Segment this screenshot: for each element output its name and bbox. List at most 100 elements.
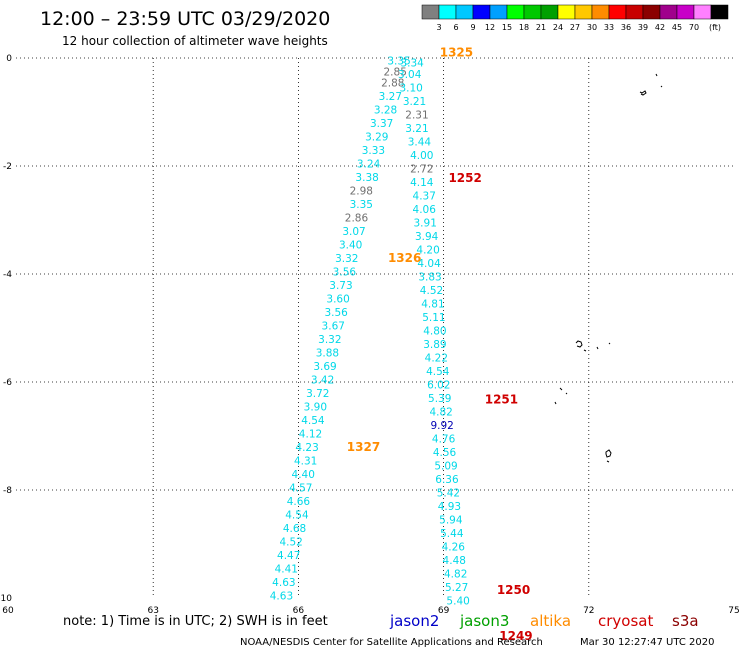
legend-label: 33 xyxy=(604,23,614,32)
legend-label: 15 xyxy=(502,23,512,32)
x-tick-label: 66 xyxy=(293,606,305,616)
swh-value-label: 4.81 xyxy=(421,299,444,311)
pass-time-label: 1249 xyxy=(499,629,532,643)
legend-label: 27 xyxy=(570,23,580,32)
satellite-legend-item: jason3 xyxy=(459,612,509,630)
legend-label: 45 xyxy=(672,23,682,32)
x-tick-label: 63 xyxy=(147,606,158,616)
legend-label: 36 xyxy=(621,23,631,32)
legend-label: 70 xyxy=(689,23,699,32)
swh-value-label: 3.56 xyxy=(324,307,348,319)
legend-swatch xyxy=(574,4,593,20)
swh-value-label: 2.86 xyxy=(345,212,369,224)
x-tick-label: 69 xyxy=(438,606,450,616)
swh-value-label: 4.54 xyxy=(285,509,309,521)
swh-value-label: 6.02 xyxy=(427,380,450,392)
swh-value-label: 5.42 xyxy=(437,488,460,500)
swh-value-label: 4.00 xyxy=(410,150,433,162)
legend-label: 39 xyxy=(638,23,648,32)
swh-value-label: 4.06 xyxy=(413,204,437,216)
coastline-features xyxy=(554,73,663,463)
swh-value-label: 2.31 xyxy=(405,110,428,122)
swh-value-label: 4.54 xyxy=(426,366,450,378)
satellite-legend: jason2 jason3 altika cryosat s3a xyxy=(389,612,699,630)
swh-value-label: 3.88 xyxy=(316,347,339,359)
swh-value-label: 9.92 xyxy=(430,420,453,432)
footer-timestamp: Mar 30 12:27:47 UTC 2020 xyxy=(580,637,715,648)
swh-value-label: 3.67 xyxy=(322,320,345,332)
pass-time-label: 1251 xyxy=(485,392,518,406)
legend-swatch xyxy=(557,4,576,20)
swh-value-label: 3.04 xyxy=(398,69,422,81)
satellite-legend-item: altika xyxy=(530,612,571,630)
swh-value-label: 4.14 xyxy=(410,177,434,189)
legend-swatch xyxy=(693,4,712,20)
swh-value-label: 4.82 xyxy=(429,407,452,419)
swh-value-label: 3.37 xyxy=(370,118,393,130)
swh-value-label: 3.35 xyxy=(350,199,373,211)
legend-swatch xyxy=(472,4,491,20)
swh-value-label: 3.34 xyxy=(400,57,424,69)
swh-value-label: 2.85 xyxy=(384,67,407,79)
y-tick-label: -8 xyxy=(3,486,12,496)
legend-label: 21 xyxy=(536,23,546,32)
swh-value-label: 3.60 xyxy=(326,293,349,305)
pass-time-labels: 1325 1252 1326 1251 1327 1250 1249 xyxy=(347,46,533,643)
swh-value-label: 3.33 xyxy=(362,145,385,157)
swh-value-label: 4.23 xyxy=(295,442,318,454)
swh-value-label: 3.38 xyxy=(355,172,378,184)
swh-value-label: 4.47 xyxy=(277,550,300,562)
legend-label: 9 xyxy=(470,23,475,32)
swh-value-label: 3.56 xyxy=(333,266,357,278)
legend-swatch xyxy=(608,4,627,20)
legend-label: 18 xyxy=(519,23,529,32)
legend-label: 12 xyxy=(485,23,495,32)
pass-time-label: 1326 xyxy=(388,251,421,265)
swh-value-label: 4.76 xyxy=(432,434,456,446)
swh-value-label: 3.28 xyxy=(374,104,397,116)
swh-value-label: 3.29 xyxy=(365,131,388,143)
swh-value-label: 4.56 xyxy=(433,447,457,459)
swh-value-label: 4.80 xyxy=(423,326,446,338)
swh-value-label: 4.52 xyxy=(279,536,302,548)
satellite-legend-item: s3a xyxy=(672,612,699,630)
swh-value-label: 3.40 xyxy=(339,239,362,251)
swh-value-label: 4.63 xyxy=(272,577,295,589)
legend-label: 3 xyxy=(436,23,441,32)
x-tick-label: 72 xyxy=(583,606,594,616)
swh-value-label: 4.63 xyxy=(270,590,293,602)
swh-value-label: 3.42 xyxy=(311,374,334,386)
swh-value-label: 4.68 xyxy=(283,523,306,535)
swh-value-label: 4.26 xyxy=(442,542,466,554)
wave-height-tracks: 3.352.852.883.273.283.373.293.333.243.38… xyxy=(270,56,470,608)
satellite-legend-item: jason2 xyxy=(389,612,439,630)
legend-label: 24 xyxy=(553,23,563,32)
swh-value-label: 3.21 xyxy=(405,123,428,135)
pass-time-label: 1325 xyxy=(440,46,473,60)
swh-value-label: 2.88 xyxy=(381,77,404,89)
swh-value-label: 5.11 xyxy=(422,312,445,324)
swh-value-label: 5.09 xyxy=(434,461,457,473)
swh-value-label: 4.12 xyxy=(299,428,322,440)
legend-label: (ft) xyxy=(709,23,721,32)
legend-swatch xyxy=(676,4,695,20)
footer-note: note: 1) Time is in UTC; 2) SWH is in fe… xyxy=(63,614,328,629)
legend-swatch xyxy=(625,4,644,20)
swh-value-label: 4.31 xyxy=(294,455,317,467)
legend-label: 30 xyxy=(587,23,597,32)
legend-label: 42 xyxy=(655,23,665,32)
swh-value-label: 4.20 xyxy=(416,245,439,257)
swh-value-label: 5.40 xyxy=(446,596,469,608)
legend-swatch xyxy=(540,4,559,20)
y-tick-label: -2 xyxy=(3,162,12,172)
swh-value-label: 4.37 xyxy=(413,191,436,203)
chart-title: 12:00 – 23:59 UTC 03/29/2020 xyxy=(40,8,330,30)
swh-value-label: 3.24 xyxy=(357,158,381,170)
legend-swatch xyxy=(438,4,457,20)
swh-value-label: 3.91 xyxy=(414,218,437,230)
swh-value-label: 2.72 xyxy=(410,164,433,176)
swh-value-label: 4.54 xyxy=(301,415,325,427)
swh-value-label: 3.07 xyxy=(342,226,365,238)
swh-value-label: 3.83 xyxy=(418,272,441,284)
